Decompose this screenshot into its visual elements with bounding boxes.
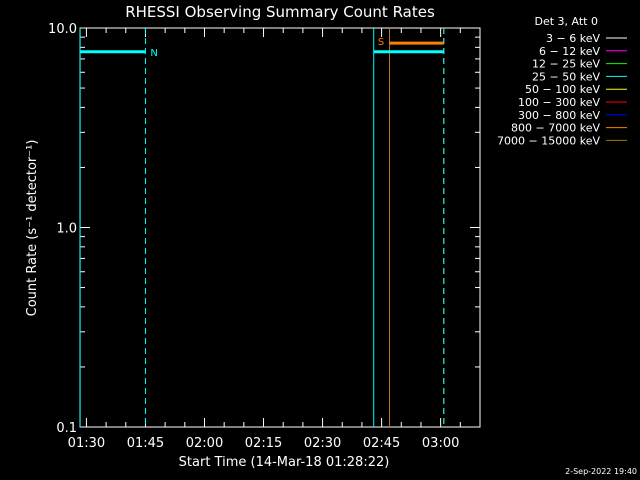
- annotation-label: S: [378, 37, 384, 48]
- x-tick-label: 02:45: [363, 436, 400, 451]
- legend-label: 800 − 7000 keV: [511, 122, 600, 135]
- legend-label: 6 − 12 keV: [539, 45, 600, 58]
- y-tick-label: 0.1: [56, 421, 77, 436]
- legend-label: 3 − 6 keV: [546, 32, 600, 45]
- x-tick-label: 02:00: [186, 436, 223, 451]
- plot-frame: [79, 27, 481, 428]
- x-tick-label: 02:30: [304, 436, 341, 451]
- legend-header: Det 3, Att 0: [535, 15, 599, 28]
- x-tick-label: 02:15: [245, 436, 282, 451]
- legend-label: 300 − 800 keV: [518, 109, 600, 122]
- legend-label: 50 − 100 keV: [525, 83, 600, 96]
- y-tick-label: 10.0: [48, 22, 77, 37]
- y-axis-label: Count Rate (s⁻¹ detector⁻¹): [25, 140, 40, 317]
- chart-title: RHESSI Observing Summary Count Rates: [125, 3, 435, 21]
- x-tick-label: 01:45: [127, 436, 164, 451]
- x-axis-label: Start Time (14-Mar-18 01:28:22): [179, 455, 390, 470]
- x-axis: 01:30 01:45 02:00 02:15 02:30 02:45 03:00: [68, 28, 481, 451]
- legend-label: 25 − 50 keV: [532, 70, 600, 83]
- series-group: [80, 41, 444, 54]
- y-axis: 0.1 1.0 10.0: [48, 22, 480, 436]
- legend-label: 7000 − 15000 keV: [497, 134, 600, 147]
- x-tick-label: 03:00: [422, 436, 459, 451]
- x-tick-label: 01:30: [68, 436, 105, 451]
- legend-label: 100 − 300 keV: [518, 96, 600, 109]
- interval-lines: [79, 28, 445, 427]
- annotations: NS: [150, 37, 384, 59]
- legend-label: 12 − 25 keV: [532, 58, 600, 71]
- y-tick-label: 1.0: [56, 222, 77, 237]
- timestamp: 2-Sep-2022 19:40: [565, 467, 637, 476]
- annotation-label: N: [150, 48, 157, 59]
